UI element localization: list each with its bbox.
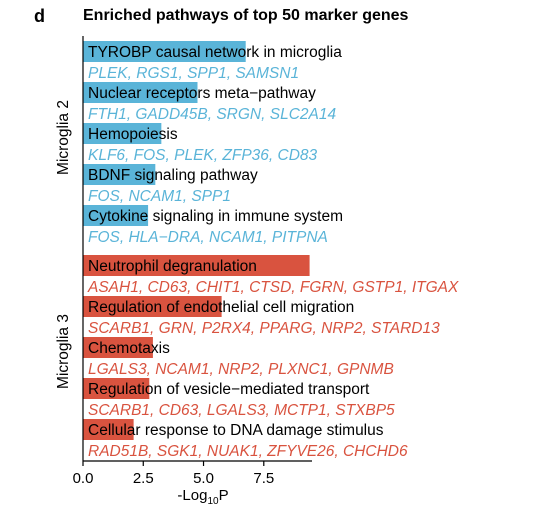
microglia-2-bar-1 [83,41,246,62]
x-tick-label-3: 5.0 [193,470,214,487]
microglia-3-genes-3: LGALS3, NCAM1, NRP2, PLXNC1, GPNMB [88,361,394,378]
microglia-2-genes-1: PLEK, RGS1, SPP1, SAMSN1 [88,65,299,82]
microglia-2-pathway-label-2: Nuclear receptors meta−pathway [88,85,316,102]
microglia-2-pathway-label-3: Hemopoiesis [88,126,178,143]
microglia-2-bar-5 [83,205,149,226]
microglia-2-genes-3: KLF6, FOS, PLEK, ZFP36, CD83 [88,147,318,164]
microglia-3-genes-1: ASAH1, CD63, CHIT1, CTSD, FGRN, GSTP1, I… [87,279,459,296]
microglia-3-bar-5 [83,419,134,440]
microglia-3-bar-1 [83,255,310,276]
microglia-3-genes-4: SCARB1, CD63, LGALS3, MCTP1, STXBP5 [88,402,395,419]
labels-layer: TYROBP causal network in microglia PLEK, … [87,44,459,460]
microglia-3-genes-5: RAD51B, SGK1, NUAK1, ZFYVE26, CHCHD6 [88,443,408,460]
bars-layer [83,41,310,440]
microglia-2-pathway-label-4: BDNF signaling pathway [88,167,258,184]
microglia-2-pathway-label-5: Cytokine signaling in immune system [88,208,343,225]
microglia-2-bar-4 [83,164,156,185]
microglia-3-group-label: Microglia 3 [55,314,72,389]
x-tick-label-4: 7.5 [253,470,274,487]
microglia-3-pathway-label-1: Neutrophil degranulation [88,258,257,275]
microglia-3-genes-2: SCARB1, GRN, P2RX4, PPARG, NRP2, STARD13 [88,320,440,337]
microglia-3-pathway-label-3: Chemotaxis [88,340,170,357]
microglia-2-genes-2: FTH1, GADD45B, SRGN, SLC2A14 [88,106,336,123]
x-tick-label-2: 2.5 [133,470,154,487]
microglia-3-pathway-label-5: Cellular response to DNA damage stimulus [88,422,384,439]
group-labels: Microglia 2 Microglia 3 [55,100,72,389]
microglia-2-bar-2 [83,82,198,103]
microglia-3-pathway-label-4: Regulation of vesicle−mediated transport [88,381,370,398]
x-axis-title: -Log10P [177,487,228,507]
chart-title: Enriched pathways of top 50 marker genes [83,7,409,24]
microglia-2-pathway-label-1: TYROBP causal network in microglia [88,44,342,61]
microglia-2-genes-5: FOS, HLA−DRA, NCAM1, PITPNA [88,229,328,246]
panel-label: d [34,6,45,26]
microglia-3-bar-4 [83,378,150,399]
microglia-3-pathway-label-2: Regulation of endothelial cell migration [88,299,354,316]
microglia-2-group-label: Microglia 2 [55,100,72,175]
microglia-3-bar-3 [83,337,153,358]
x-tick-label-1: 0.0 [73,470,94,487]
microglia-2-genes-4: FOS, NCAM1, SPP1 [88,188,231,205]
x-axis: 0.0 2.5 5.0 7.5 -Log10P [73,36,312,507]
microglia-2-bar-3 [83,123,162,144]
microglia-3-bar-2 [83,296,222,317]
